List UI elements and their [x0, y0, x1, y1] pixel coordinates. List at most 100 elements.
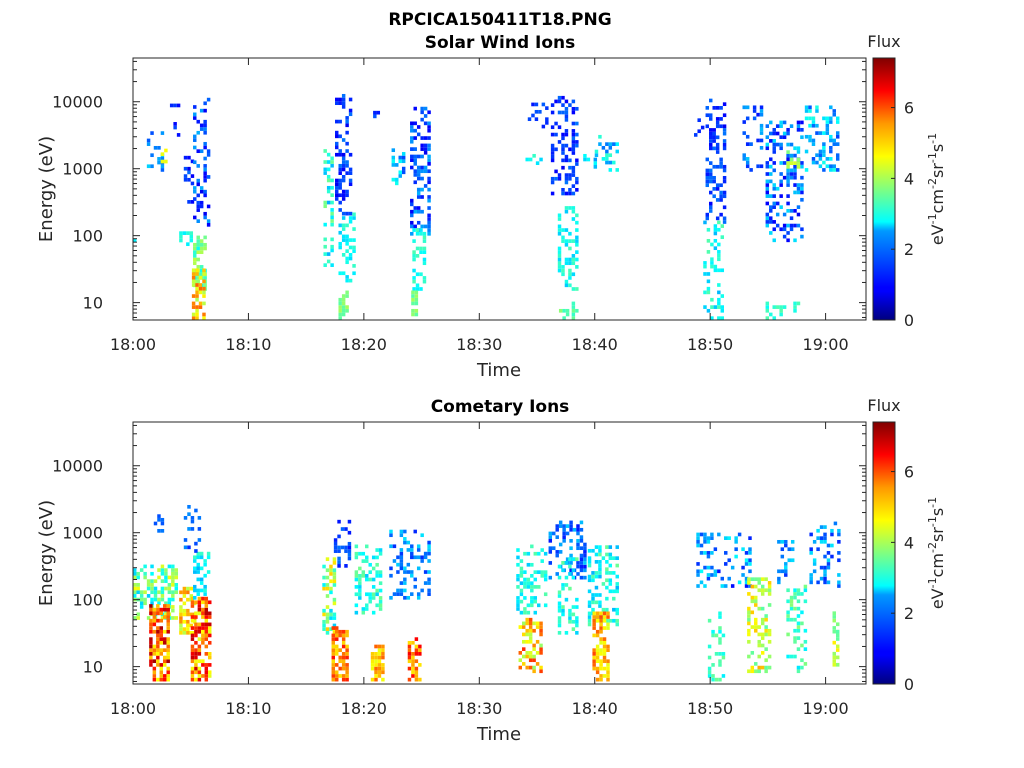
- spectrogram-cell: [599, 611, 603, 616]
- spectrogram-cell: [196, 551, 200, 556]
- spectrogram-cell: [427, 206, 431, 210]
- spectrogram-cell: [412, 228, 416, 232]
- spectrogram-cell: [571, 287, 576, 291]
- spectrogram-cell: [348, 245, 353, 250]
- spectrogram-cell: [561, 583, 565, 587]
- spectrogram-cell: [706, 250, 711, 254]
- spectrogram-cell: [329, 616, 333, 620]
- spectrogram-cell: [427, 548, 431, 552]
- spectrogram-cell: [796, 190, 801, 195]
- spectrogram-cell: [720, 294, 725, 298]
- spectrogram-cell: [539, 651, 543, 655]
- spectrogram-cell: [718, 629, 722, 634]
- spectrogram-cell: [416, 176, 421, 181]
- spectrogram-cell: [707, 655, 712, 660]
- spectrogram-cell: [594, 571, 599, 575]
- spectrogram-cell: [183, 174, 188, 178]
- spectrogram-cell: [197, 600, 202, 605]
- spectrogram-cell: [587, 556, 592, 561]
- spectrogram-cell: [345, 123, 349, 128]
- spectrogram-cell: [713, 305, 718, 309]
- spectrogram-cell: [533, 551, 538, 556]
- spectrogram-cell: [338, 223, 342, 228]
- spectrogram-cell: [615, 607, 619, 612]
- spectrogram-cell: [579, 557, 584, 562]
- spectrogram-cell: [786, 161, 790, 166]
- spectrogram-cell: [197, 596, 202, 601]
- spectrogram-cell: [705, 212, 710, 217]
- spectrogram-cell: [591, 571, 595, 575]
- spectrogram-cell: [365, 607, 369, 611]
- spectrogram-cell: [332, 575, 337, 580]
- spectrogram-cell: [197, 637, 202, 641]
- spectrogram-cell: [153, 586, 158, 591]
- spectrogram-cell: [561, 561, 565, 565]
- spectrogram-cell: [371, 596, 376, 600]
- spectrogram-cell: [713, 573, 718, 577]
- spectrogram-cell: [750, 665, 755, 670]
- spectrogram-cell: [779, 194, 783, 198]
- spectrogram-cell: [389, 573, 393, 578]
- spectrogram-cell: [368, 592, 372, 597]
- spectrogram-cell: [420, 154, 424, 159]
- spectrogram-cell: [705, 216, 710, 221]
- spectrogram-cell: [835, 153, 840, 158]
- spectrogram-cell: [608, 556, 613, 561]
- spectrogram-cell: [554, 169, 558, 174]
- spectrogram-cell: [341, 637, 346, 641]
- spectrogram-cell: [208, 600, 212, 605]
- spectrogram-cell: [587, 548, 592, 553]
- spectrogram-cell: [769, 164, 773, 169]
- spectrogram-cell: [592, 652, 596, 656]
- spectrogram-cell: [713, 224, 718, 228]
- spectrogram-cell: [196, 257, 200, 262]
- spectrogram-cell: [571, 136, 576, 141]
- spectrogram-cell: [564, 143, 569, 148]
- spectrogram-cell: [197, 644, 202, 649]
- spectrogram-cell: [545, 117, 549, 122]
- spectrogram-cell: [173, 103, 177, 108]
- spectrogram-cell: [332, 572, 337, 576]
- spectrogram-cell: [194, 611, 198, 616]
- spectrogram-cell: [720, 308, 725, 313]
- spectrogram-cell: [427, 581, 431, 585]
- spectrogram-cell: [599, 622, 603, 627]
- spectrogram-cell: [712, 135, 716, 140]
- spectrogram-cell: [779, 142, 783, 147]
- spectrogram-cell: [706, 551, 711, 555]
- spectrogram-cell: [352, 264, 356, 268]
- spectrogram-cell: [721, 655, 726, 660]
- spectrogram-cell: [713, 231, 718, 236]
- spectrogram-cell: [608, 153, 613, 158]
- spectrogram-cell: [166, 648, 170, 653]
- spectrogram-cell: [345, 629, 349, 634]
- spectrogram-cell: [777, 580, 781, 585]
- spectrogram-cell: [564, 180, 569, 185]
- spectrogram-cell: [562, 535, 566, 539]
- spectrogram-cell: [575, 158, 579, 163]
- spectrogram-cell: [608, 160, 613, 165]
- spectrogram-cell: [811, 120, 816, 124]
- spectrogram-cell: [199, 265, 204, 269]
- spectrogram-cell: [189, 612, 194, 617]
- x-tick-label: 19:00: [803, 699, 849, 718]
- spectrogram-cell: [696, 584, 700, 588]
- spectrogram-cell: [601, 157, 606, 161]
- spectrogram-cell: [720, 316, 725, 320]
- spectrogram-cell: [195, 294, 199, 298]
- spectrogram-cell: [522, 654, 526, 659]
- spectrogram-cell: [532, 669, 536, 674]
- spectrogram-cell: [696, 532, 700, 537]
- spectrogram-cell: [516, 577, 520, 582]
- spectrogram-cell: [407, 677, 412, 682]
- spectrogram-cell: [707, 670, 712, 675]
- spectrogram-cell: [592, 615, 596, 619]
- spectrogram-cell: [378, 588, 383, 593]
- spectrogram-cell: [557, 265, 562, 269]
- colorbar-tick-label: 4: [904, 169, 914, 188]
- spectrogram-cell: [722, 179, 727, 184]
- spectrogram-cell: [516, 596, 520, 600]
- spectrogram-cell: [340, 527, 345, 531]
- spectrogram-cell: [325, 575, 330, 580]
